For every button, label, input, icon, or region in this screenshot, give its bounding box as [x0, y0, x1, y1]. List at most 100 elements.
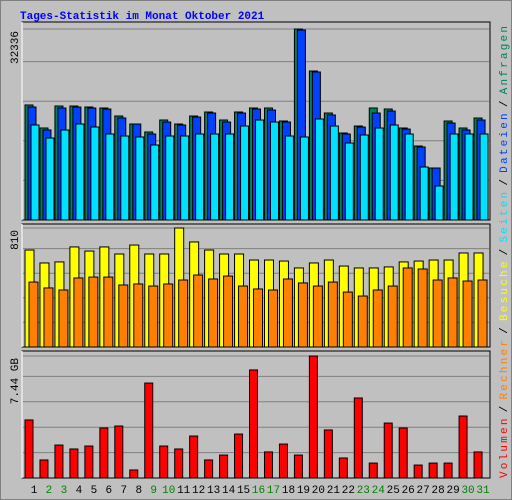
bar [28, 281, 39, 348]
bar [329, 125, 339, 221]
bar [359, 134, 369, 221]
bar [383, 422, 393, 479]
bar [58, 289, 69, 348]
bar [165, 135, 175, 221]
x-tick-label: 20 [312, 485, 325, 497]
bar [419, 166, 429, 221]
bar [413, 464, 423, 479]
x-tick-label: 19 [297, 485, 310, 497]
bar [323, 429, 333, 479]
bar [163, 283, 174, 348]
bar [314, 118, 324, 221]
legend: Volumen/Rechner/Besuche/Seiten/Dateien/A… [499, 26, 511, 478]
bar [372, 289, 383, 348]
bar [135, 136, 145, 221]
bar [404, 133, 414, 221]
x-tick-label: 7 [121, 485, 128, 497]
bar [278, 443, 288, 479]
bar [208, 278, 219, 348]
bar [312, 285, 323, 348]
legend-separator: / [499, 327, 511, 334]
bar [39, 459, 49, 479]
bar [284, 135, 294, 221]
bar [114, 425, 124, 479]
bar [60, 129, 70, 221]
bar [249, 369, 259, 479]
bar [282, 278, 293, 348]
x-tick-label: 27 [417, 485, 430, 497]
bar [299, 136, 309, 221]
x-tick-label: 12 [192, 485, 205, 497]
bar [462, 280, 473, 348]
bar [195, 133, 205, 221]
bar [225, 133, 235, 221]
bar [69, 448, 79, 479]
legend-entry: Besuche [499, 262, 511, 321]
bar [253, 288, 264, 348]
bar [267, 289, 278, 348]
x-tick-label: 29 [446, 485, 459, 497]
bar [417, 268, 428, 348]
bar [389, 124, 399, 221]
x-tick-label: 26 [402, 485, 415, 497]
bar [297, 282, 308, 348]
bar [88, 276, 99, 348]
legend-separator: / [499, 249, 511, 256]
bar [193, 274, 204, 348]
x-tick-label: 6 [106, 485, 113, 497]
x-tick-label: 13 [207, 485, 220, 497]
x-tick-label: 2 [46, 485, 53, 497]
y-tick-label: 810 [10, 230, 22, 250]
bar [477, 279, 488, 348]
bar [473, 451, 483, 479]
bar [204, 459, 214, 479]
x-tick-label: 1 [31, 485, 38, 497]
y-tick-label: 7.44 GB [10, 358, 22, 405]
bar [219, 454, 229, 479]
bar [103, 276, 114, 348]
x-tick-label: 8 [135, 485, 142, 497]
x-tick-label: 16 [252, 485, 265, 497]
bar [148, 285, 159, 348]
bar [344, 142, 354, 221]
legend-separator: / [499, 101, 511, 108]
bar [180, 135, 190, 221]
legend-entry: Dateien [499, 113, 511, 172]
legend-separator: / [499, 406, 511, 413]
x-tick-label: 28 [432, 485, 445, 497]
bar [479, 133, 489, 221]
bar [464, 133, 474, 221]
x-tick-label: 18 [282, 485, 295, 497]
bar [428, 462, 438, 479]
bar [84, 445, 94, 479]
bar [357, 295, 368, 348]
x-tick-label: 5 [91, 485, 98, 497]
x-tick-label: 25 [387, 485, 400, 497]
bar [368, 462, 378, 479]
x-tick-label: 11 [177, 485, 191, 497]
bar [99, 427, 109, 479]
x-tick-label: 31 [476, 485, 490, 497]
x-tick-label: 9 [150, 485, 157, 497]
bar [402, 267, 413, 348]
x-tick-label: 3 [61, 485, 68, 497]
bar [73, 277, 84, 348]
bar [458, 415, 468, 479]
bar [223, 275, 234, 348]
bar [238, 285, 249, 348]
bar [133, 283, 144, 348]
bar [45, 137, 55, 221]
bar [189, 435, 199, 479]
bar [118, 284, 129, 348]
bar [129, 469, 139, 479]
legend-entry: Rechner [499, 340, 511, 399]
bar [174, 448, 184, 479]
bar [342, 291, 353, 348]
bar [263, 451, 273, 479]
bar [120, 135, 130, 221]
bar [434, 185, 444, 221]
bar [443, 462, 453, 479]
bar [234, 433, 244, 479]
x-tick-label: 30 [461, 485, 474, 497]
